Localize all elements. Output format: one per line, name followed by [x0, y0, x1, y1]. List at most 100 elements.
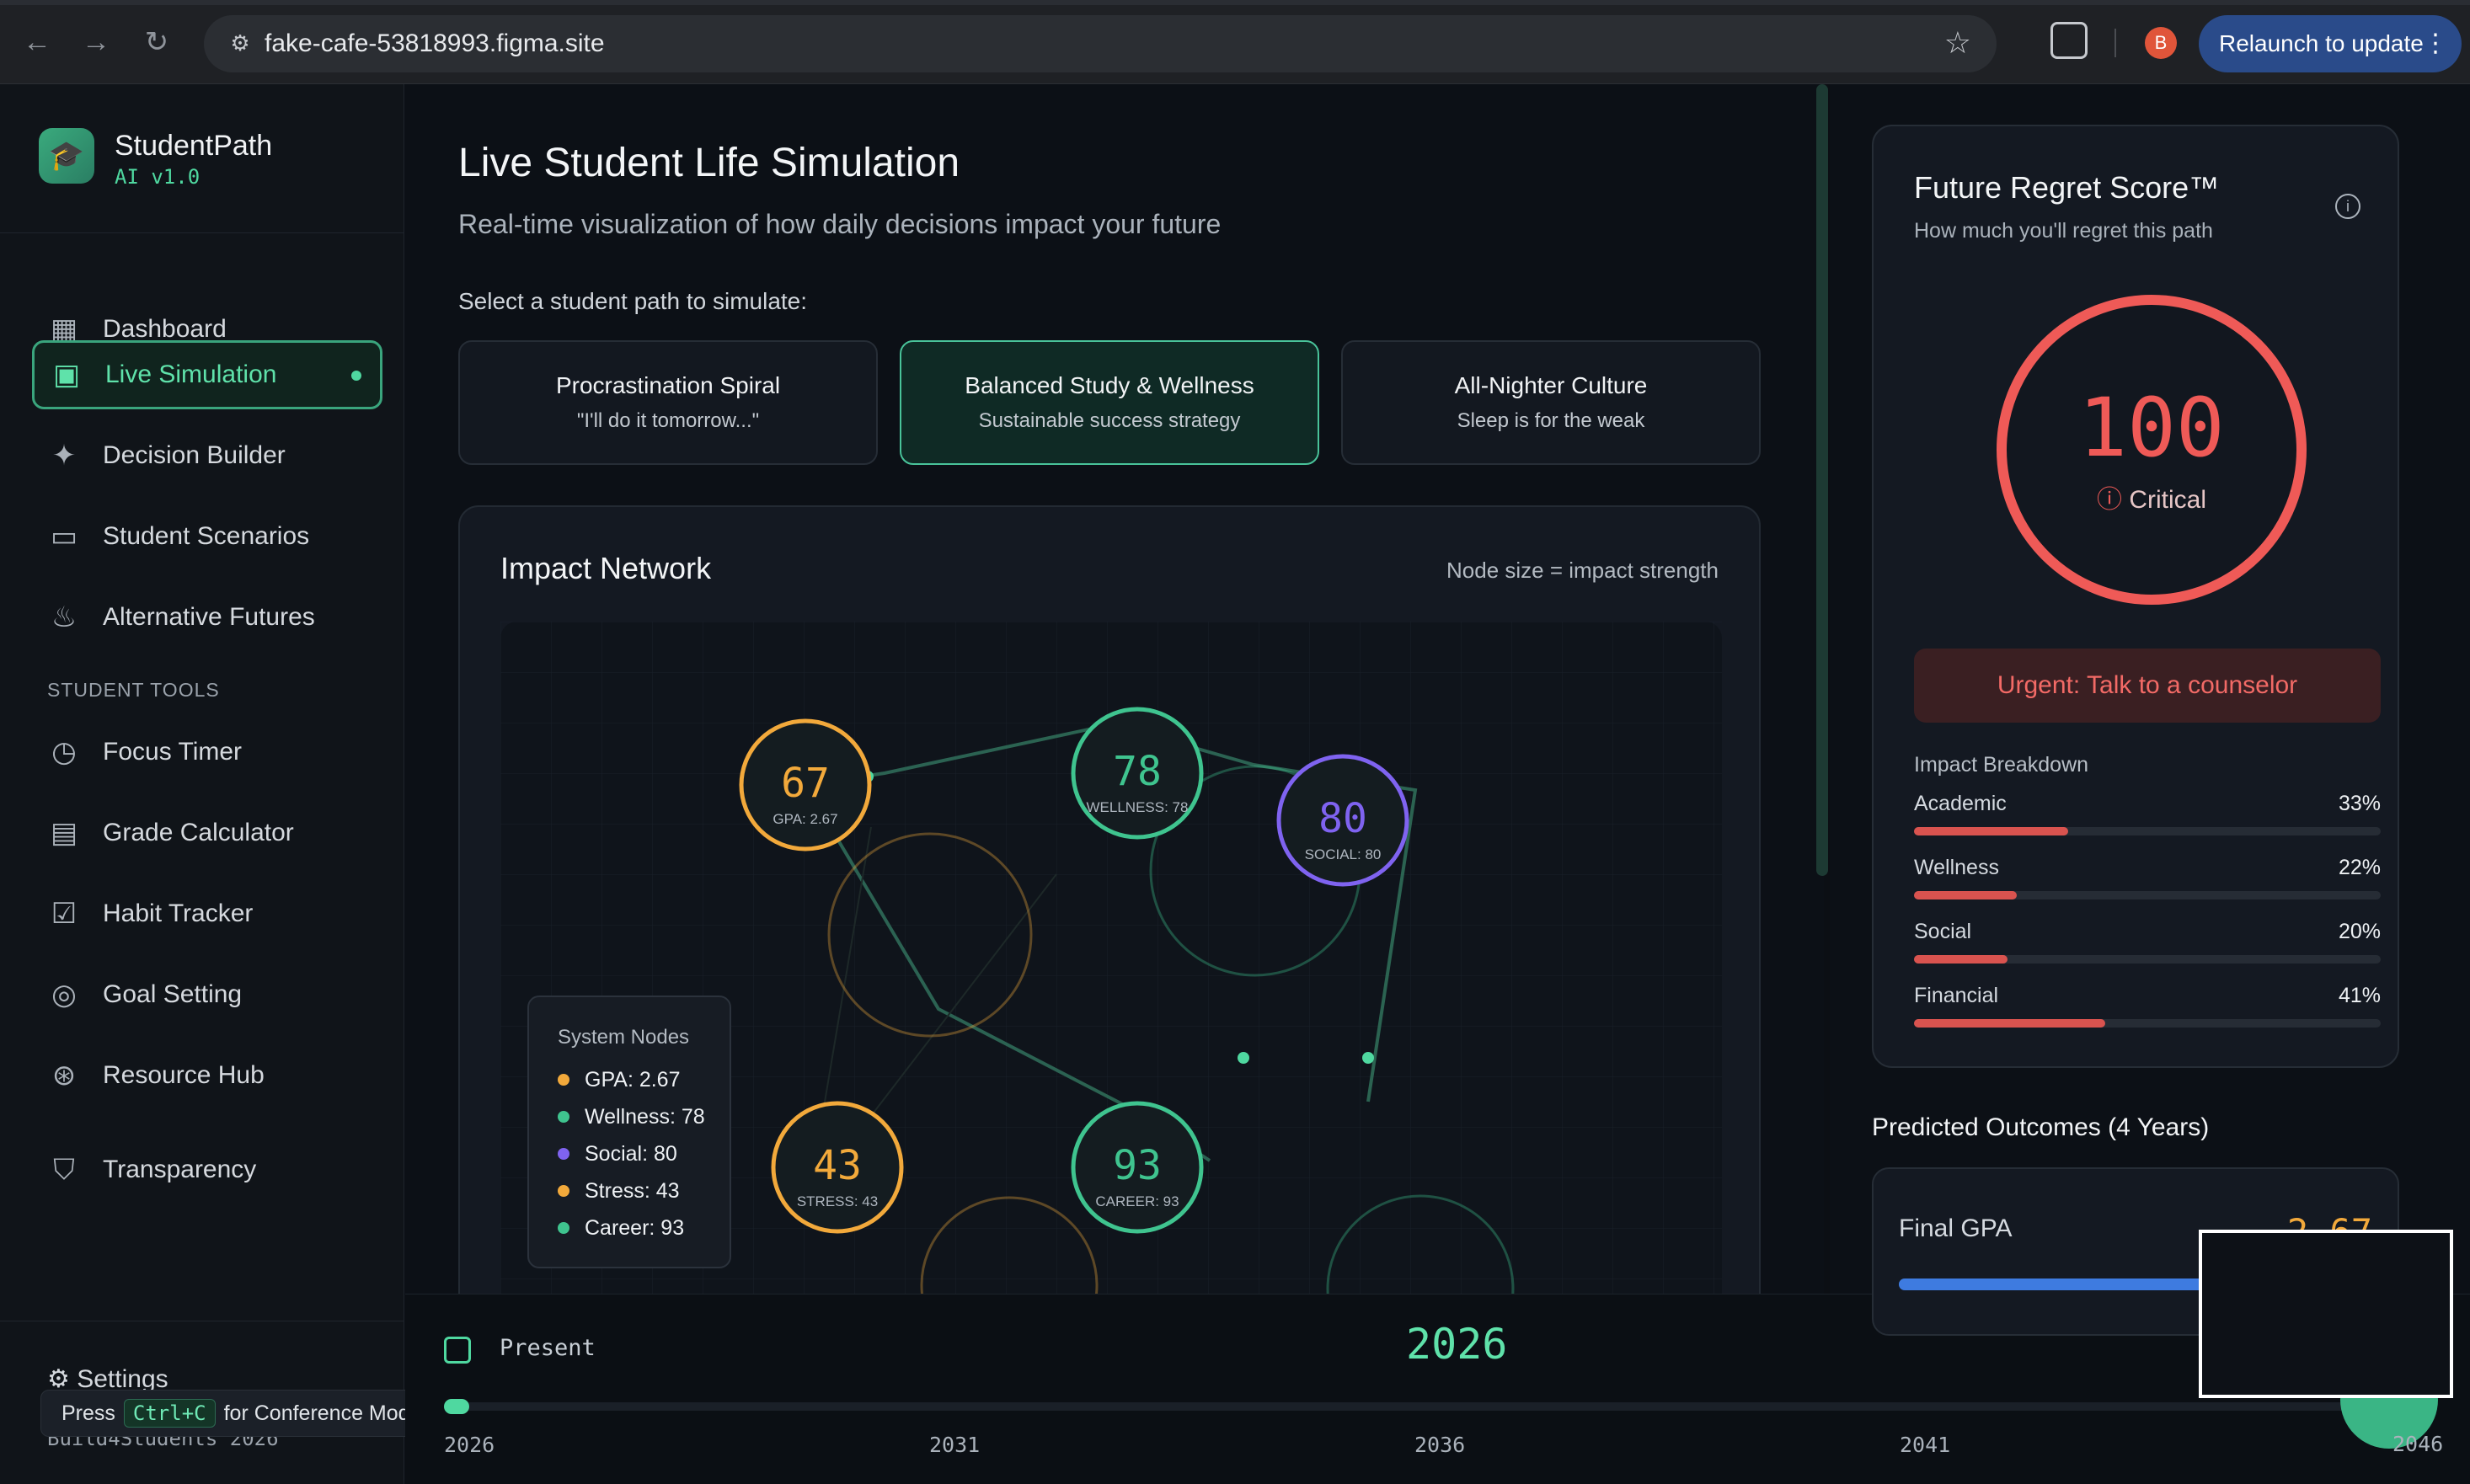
network-legend: System Nodes GPA: 2.67 Wellness: 78 Soci…	[527, 996, 731, 1268]
breakdown-percent: 22%	[2338, 856, 2381, 879]
divider	[0, 232, 404, 233]
kebab-icon[interactable]: ⋮	[2423, 29, 2448, 57]
regret-score-value: 100	[2078, 381, 2225, 475]
sidebar-item-transparency[interactable]: ⛉ Transparency	[32, 1135, 382, 1204]
network-node-value: 93	[1113, 1142, 1162, 1189]
legend-item: Social: 80	[558, 1135, 730, 1172]
path-card-desc: Sustainable success strategy	[978, 409, 1241, 432]
path-card-procrastination[interactable]: Procrastination Spiral "I'll do it tomor…	[458, 340, 878, 465]
sidebar-item-label: Grade Calculator	[103, 819, 294, 846]
timeline-present-label: Present	[500, 1335, 596, 1361]
network-node-circle	[1276, 754, 1409, 887]
breakdown-bar-track	[1914, 827, 2381, 835]
path-card-balanced[interactable]: Balanced Study & Wellness Sustainable su…	[900, 340, 1319, 465]
legend-label: Career: 93	[585, 1215, 685, 1240]
calculator-icon: ▤	[50, 817, 78, 849]
sidebar-item-label: Alternative Futures	[103, 603, 315, 631]
timeline-slider-track[interactable]	[444, 1402, 2432, 1411]
network-nodes: 67 GPA: 2.67 78 WELLNESS: 78 80 SOCIAL: 80 43 S…	[739, 707, 1409, 1234]
sidebar-item-label: Live Simulation	[105, 360, 277, 388]
right-panel: Future Regret Score™ How much you'll reg…	[1830, 84, 2470, 1336]
scrollbar[interactable]	[1816, 84, 1828, 876]
arrow-right-icon[interactable]: →	[82, 26, 110, 58]
screen-share-preview[interactable]	[2199, 1230, 2453, 1398]
network-node-value: 67	[781, 760, 830, 807]
check-square-icon: ☑	[51, 898, 78, 930]
legend-label: GPA: 2.67	[585, 1067, 681, 1092]
breakdown-label: Financial	[1914, 984, 1999, 1007]
impact-network-panel: Impact Network Node size = impact streng…	[458, 505, 1761, 1383]
sidebar-item-focus-timer[interactable]: ◷ Focus Timer	[32, 718, 382, 787]
reload-icon[interactable]: ↻	[144, 26, 169, 58]
page-subtitle: Real-time visualization of how daily dec…	[458, 209, 1222, 239]
sidebar-item-habit-tracker[interactable]: ☑ Habit Tracker	[32, 879, 382, 948]
breakdown-bar-track	[1914, 891, 2381, 899]
sidebar-item-decision-builder[interactable]: ✦ Decision Builder	[32, 421, 382, 490]
arrow-left-icon[interactable]: ←	[23, 26, 51, 58]
breakdown-label: Social	[1914, 920, 1972, 943]
sidebar-item-label: Student Scenarios	[103, 522, 310, 550]
star-icon[interactable]: ☆	[1943, 25, 1971, 60]
sidebar-item-student-scenarios[interactable]: ▭ Student Scenarios	[32, 502, 382, 571]
breakdown-row: Social 20%	[1914, 920, 2381, 964]
toolbar-divider	[2114, 29, 2116, 57]
urgent-action-button[interactable]: Urgent: Talk to a counselor	[1914, 649, 2381, 723]
path-card-title: All-Nighter Culture	[1454, 372, 1648, 398]
address-bar[interactable]: ⚙ fake-cafe-53818993.figma.site ☆	[204, 15, 1997, 72]
sidebar-item-alternative-futures[interactable]: ♨ Alternative Futures	[32, 583, 382, 652]
sidebar-item-goal-setting[interactable]: ◎ Goal Setting	[32, 960, 382, 1029]
breakdown-bar-track	[1914, 955, 2381, 964]
relaunch-button[interactable]: Relaunch to update ⋮	[2199, 15, 2462, 72]
breakdown-bar-fill	[1914, 891, 2017, 899]
sidebar: 🎓 StudentPath AI v1.0 ▦ Dashboard ▣ Live…	[0, 84, 404, 1484]
network-node[interactable]: 80 SOCIAL: 80	[1276, 754, 1409, 887]
predicted-outcomes-title: Predicted Outcomes (4 Years)	[1872, 1113, 2210, 1141]
browser-toolbar: ← → ↻ ⚙ fake-cafe-53818993.figma.site ☆ …	[0, 0, 2470, 84]
info-icon[interactable]: i	[2335, 194, 2360, 219]
sidebar-item-label: Goal Setting	[103, 980, 243, 1008]
breakdown-percent: 33%	[2338, 792, 2381, 815]
breakdown-bar-fill	[1914, 955, 2008, 964]
network-node-value: 43	[813, 1142, 862, 1189]
network-node[interactable]: 43 STRESS: 43	[771, 1101, 904, 1234]
breakdown-percent: 20%	[2338, 920, 2381, 943]
relaunch-label: Relaunch to update	[2219, 30, 2424, 56]
breakdown-bar-fill	[1914, 827, 2068, 835]
brand-name: StudentPath	[115, 130, 273, 162]
network-node-label: WELLNESS: 78	[1087, 799, 1189, 815]
sidebar-item-live-simulation[interactable]: ▣ Live Simulation	[32, 340, 382, 409]
regret-gauge	[1997, 295, 2307, 605]
calendar-icon	[444, 1337, 471, 1364]
graduation-cap-icon: 🎓	[39, 128, 94, 184]
puzzle-icon[interactable]	[2050, 22, 2088, 59]
legend-item: Wellness: 78	[558, 1098, 730, 1135]
regret-score-card: Future Regret Score™ How much you'll reg…	[1872, 125, 2399, 1068]
network-node-circle	[1071, 707, 1204, 840]
page-title: Live Student Life Simulation	[458, 141, 960, 185]
network-node-label: CAREER: 93	[1095, 1193, 1179, 1209]
outcome-label: Final GPA	[1899, 1214, 2013, 1242]
breakdown-row: Academic 33%	[1914, 792, 2381, 835]
legend-swatch	[558, 1074, 569, 1086]
network-node-label: GPA: 2.67	[773, 811, 837, 827]
network-node[interactable]: 67 GPA: 2.67	[739, 718, 872, 851]
network-node-circle	[771, 1101, 904, 1234]
sidebar-item-settings[interactable]: ⚙ Settings	[47, 1364, 168, 1394]
network-node-circle	[739, 718, 872, 851]
sidebar-item-label: Settings	[77, 1365, 168, 1393]
clock-icon: ◷	[51, 736, 77, 768]
legend-label: Wellness: 78	[585, 1104, 705, 1129]
path-card-all-nighter[interactable]: All-Nighter Culture Sleep is for the wea…	[1341, 340, 1761, 465]
site-settings-icon[interactable]: ⚙	[230, 30, 250, 56]
profile-avatar[interactable]: B	[2145, 27, 2177, 59]
network-node[interactable]: 78 WELLNESS: 78	[1071, 707, 1204, 840]
toast-text: Press	[61, 1401, 115, 1425]
legend-swatch	[558, 1111, 569, 1123]
sidebar-item-label: Resource Hub	[103, 1061, 265, 1089]
timeline-tick: 2041	[1900, 1433, 1951, 1457]
sidebar-item-grade-calculator[interactable]: ▤ Grade Calculator	[32, 798, 382, 867]
sidebar-item-resource-hub[interactable]: ⊛ Resource Hub	[32, 1041, 382, 1110]
sidebar-item-dashboard[interactable]: ▦ Dashboard	[32, 295, 382, 364]
network-node[interactable]: 93 CAREER: 93	[1071, 1101, 1204, 1234]
timeline-slider-handle[interactable]	[444, 1399, 469, 1414]
